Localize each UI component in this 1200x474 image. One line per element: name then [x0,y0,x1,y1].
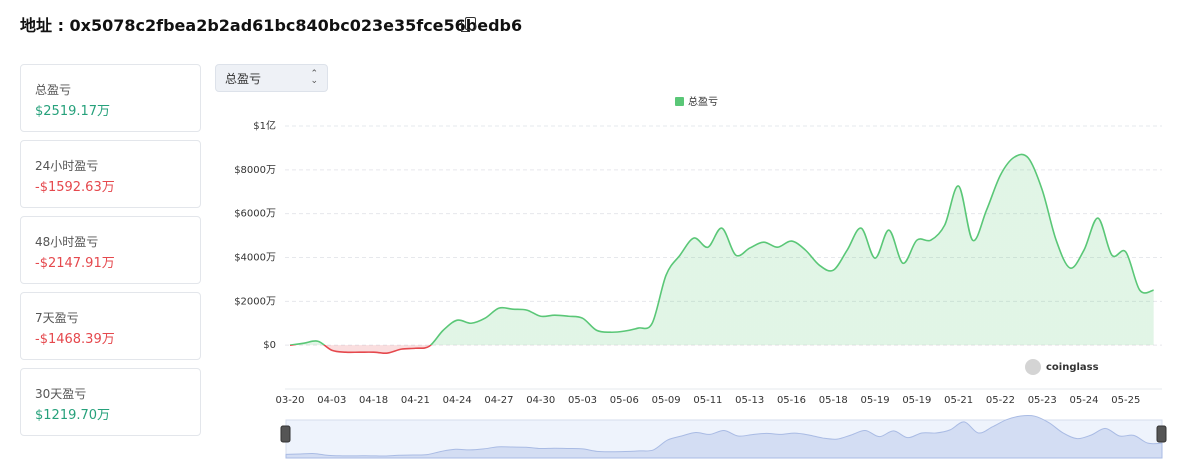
y-tick-label: $1亿 [253,119,276,132]
stat-value: -$1592.63万 [35,180,115,195]
x-tick-label: 05-06 [610,395,639,406]
stat-label: 30天盈亏 [35,387,87,401]
x-tick-label: 04-18 [359,395,388,406]
zoom-handle[interactable] [1156,425,1167,443]
stat-label: 24小时盈亏 [35,159,99,173]
x-tick-label: 05-25 [1111,395,1140,406]
x-tick-label: 05-19 [902,395,931,406]
stat-value: -$2147.91万 [35,256,115,271]
address-title: 地址 : 0x5078c2fbea2b2ad61bc840bc023e35fce… [20,16,523,35]
x-tick-label: 04-24 [443,395,472,406]
stat-card: 48小时盈亏 -$2147.91万 [20,216,201,284]
x-tick-label: 04-27 [484,395,513,406]
y-tick-label: $0 [263,340,276,351]
area-fill [290,154,1154,354]
y-tick-label: $2000万 [234,296,276,307]
stat-value: $1219.70万 [35,408,111,423]
y-tick-label: $4000万 [234,253,276,264]
x-tick-label: 05-03 [568,395,597,406]
x-tick-label: 05-23 [1028,395,1057,406]
x-tick-label: 04-30 [526,395,555,406]
x-tick-label: 05-16 [777,395,806,406]
legend-swatch [675,97,684,106]
watermark-icon [1025,359,1041,375]
stat-card: 7天盈亏 -$1468.39万 [20,292,201,360]
stat-card: 30天盈亏 $1219.70万 [20,368,201,436]
stat-label: 48小时盈亏 [35,235,99,249]
legend-label: 总盈亏 [688,95,718,108]
x-tick-label: 05-22 [986,395,1015,406]
x-tick-label: 04-03 [317,395,346,406]
zoom-preview [285,414,1163,459]
selector-value: 总盈亏 [225,72,262,86]
stat-value: $2519.17万 [35,104,111,119]
stat-card: 总盈亏 $2519.17万 [20,64,201,132]
x-tick-label: 05-09 [652,395,681,406]
x-tick-label: 05-11 [693,395,722,406]
y-tick-label: $8000万 [234,165,276,176]
stat-card: 24小时盈亏 -$1592.63万 [20,140,201,208]
stat-label: 7天盈亏 [35,311,79,325]
stat-value: -$1468.39万 [35,332,115,347]
metric-selector[interactable]: 总盈亏 ⌃ ⌄ [215,64,328,92]
series-line [289,153,1154,354]
copy-icon[interactable] [461,17,476,32]
x-tick-label: 05-21 [944,395,973,406]
x-tick-label: 04-21 [401,395,430,406]
x-tick-label: 05-13 [735,395,764,406]
watermark: coinglass [1046,362,1099,373]
x-tick-label: 03-20 [275,395,304,406]
zoom-handle[interactable] [280,425,291,443]
x-tick-label: 05-18 [819,395,848,406]
x-tick-label: 05-24 [1069,395,1098,406]
y-tick-label: $6000万 [234,209,276,220]
x-tick-label: 05-19 [861,395,890,406]
stat-label: 总盈亏 [35,83,72,97]
